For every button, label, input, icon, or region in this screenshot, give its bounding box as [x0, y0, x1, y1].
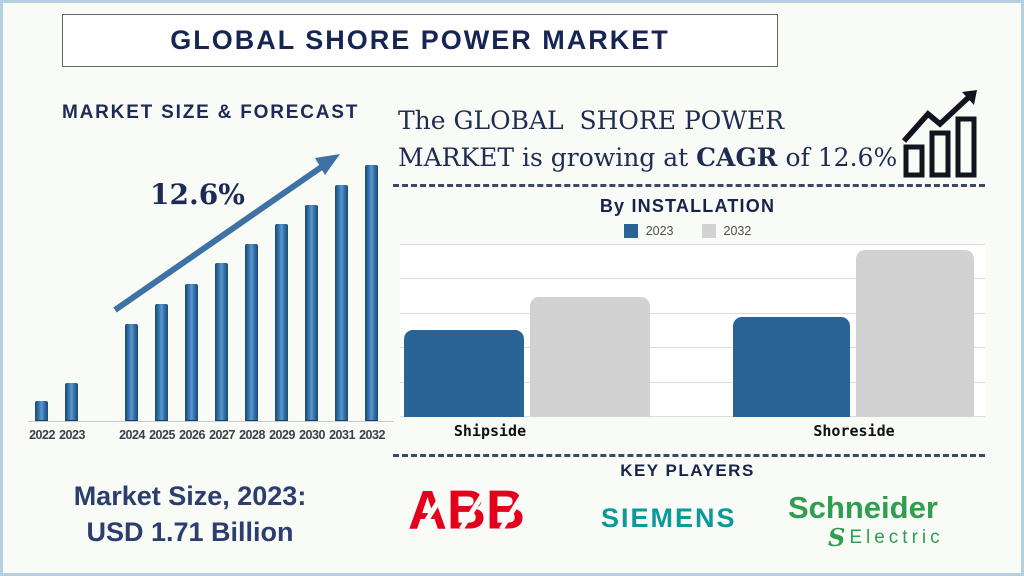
- cagr-annotation: 12.6%: [150, 178, 245, 211]
- cagr-bold: CAGR: [696, 143, 778, 172]
- installation-heading: By INSTALLATION: [599, 196, 776, 216]
- forecast-axis-label-2026: 2026: [179, 428, 205, 442]
- forecast-axis-label-2025: 2025: [149, 428, 175, 442]
- forecast-bar-2029: [275, 224, 288, 421]
- gridline: [400, 416, 985, 417]
- legend-label-2023: 2023: [645, 224, 674, 238]
- legend-item-2032: 2032: [701, 224, 752, 238]
- forecast-bar-2024: [125, 324, 138, 421]
- forecast-heading: MARKET SIZE & FORECAST: [62, 102, 360, 123]
- forecast-axis-label-2031: 2031: [329, 428, 355, 442]
- siemens-logo: SIEMENS: [601, 503, 737, 533]
- forecast-axis-label-2028: 2028: [239, 428, 265, 442]
- installation-bar-shoreside-2023: [733, 317, 850, 417]
- forecast-axis-label-2022: 2022: [29, 428, 55, 442]
- installation-chart: Shipside Shoreside: [400, 244, 985, 449]
- schneider-subline: S Electric: [828, 523, 944, 552]
- legend-item-2023: 2023: [623, 224, 674, 238]
- cagr-line2-post: of 12.6%: [777, 143, 898, 172]
- forecast-axis-label-2027: 2027: [209, 428, 235, 442]
- gridline: [400, 347, 985, 349]
- installation-category-label-shipside: Shipside: [453, 422, 527, 440]
- installation-legend: 2023 2032: [390, 224, 985, 238]
- forecast-bar-2022: [35, 401, 48, 421]
- forecast-bar-2032: [365, 165, 378, 421]
- market-size-line1: Market Size, 2023:: [73, 481, 307, 511]
- installation-bar-shipside-2032: [530, 297, 650, 417]
- cagr-line2-pre: MARKET is growing at: [398, 143, 697, 172]
- cagr-line1: The GLOBAL SHORE POWER: [398, 106, 785, 135]
- forecast-bar-2028: [245, 244, 258, 421]
- dashed-divider-bottom: [393, 454, 985, 457]
- schneider-emblem-icon: S: [828, 523, 846, 552]
- legend-swatch-2032: [701, 224, 716, 238]
- market-size-caption: Market Size, 2023: USD 1.71 Billion: [25, 478, 355, 550]
- market-size-line2: USD 1.71 Billion: [86, 517, 294, 547]
- gridline: [400, 312, 985, 314]
- forecast-bar-2031: [335, 185, 348, 421]
- installation-plot: [400, 244, 985, 417]
- forecast-chart: 2022 2023 2024 2025 2026 2027 2028 2029 2030 2031…: [28, 140, 394, 442]
- forecast-axis-label-2032: 2032: [359, 428, 385, 442]
- bar-chart-rising-arrow-icon: [902, 90, 977, 178]
- forecast-bar-2023: [65, 383, 78, 421]
- installation-bar-shoreside-2032: [856, 250, 974, 417]
- gridline: [400, 244, 985, 245]
- forecast-bar-2027: [215, 263, 228, 421]
- schneider-wordmark: Schneider: [788, 490, 938, 525]
- legend-swatch-2023: [623, 224, 638, 238]
- schneider-electric-text: Electric: [849, 526, 944, 548]
- abb-logo: ABB: [408, 479, 548, 542]
- dashed-divider-top: [393, 184, 985, 187]
- forecast-axis-label-2030: 2030: [299, 428, 325, 442]
- forecast-axis-label-2024: 2024: [119, 428, 145, 442]
- gridline: [400, 381, 985, 383]
- forecast-bar-2025: [155, 304, 168, 421]
- installation-bar-shipside-2023: [404, 330, 524, 417]
- forecast-axis-label-2029: 2029: [269, 428, 295, 442]
- schneider-logo: Schneider S Electric: [788, 490, 944, 552]
- page-title: GLOBAL SHORE POWER MARKET: [170, 25, 670, 55]
- title-banner: GLOBAL SHORE POWER MARKET: [62, 14, 778, 67]
- forecast-axis-baseline: [28, 421, 394, 422]
- cagr-statement: The GLOBAL SHORE POWER MARKET is growing …: [398, 102, 903, 176]
- forecast-bar-2030: [305, 205, 318, 421]
- forecast-bar-2026: [185, 284, 198, 421]
- legend-label-2032: 2032: [723, 224, 752, 238]
- key-players-heading: KEY PLAYERS: [620, 461, 755, 480]
- installation-category-label-shoreside: Shoreside: [813, 422, 895, 440]
- forecast-axis-label-2023: 2023: [59, 428, 85, 442]
- gridline: [400, 278, 985, 280]
- abb-wordmark: ABB: [408, 479, 525, 541]
